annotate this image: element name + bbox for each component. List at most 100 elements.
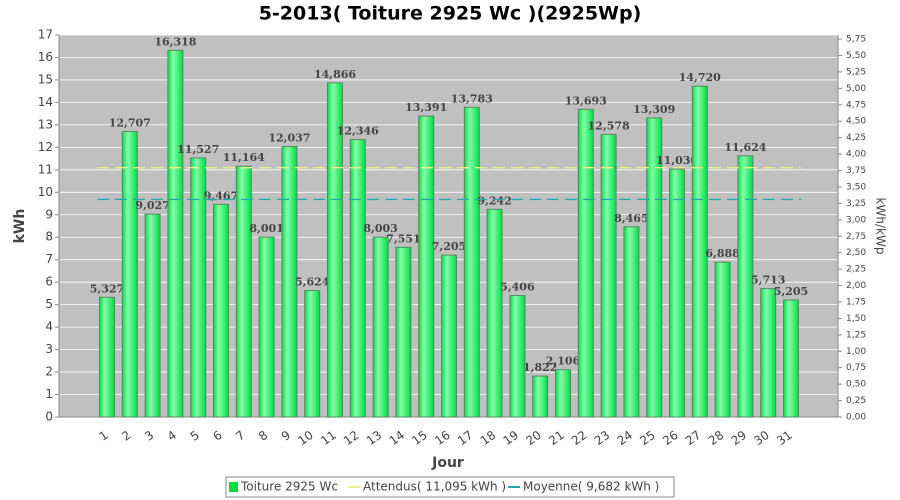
bar [441,254,457,418]
x-tick-label: 8 [256,428,270,444]
value-label: 7,205 [432,240,466,253]
y2-tick-label: 5,25 [846,67,866,77]
bar [281,146,298,418]
y2-tick-label: 5,75 [846,35,866,45]
bar [190,157,207,418]
y2-tick-label: 4,50 [846,117,866,127]
bar [327,82,343,418]
value-label: 13,783 [451,92,493,105]
y-tick-label: 11 [38,162,53,176]
value-label: 16,318 [154,35,196,48]
bar [555,369,571,418]
y-tick-label: 1 [45,387,53,401]
value-label: 5,406 [500,281,535,294]
y2-tick-label: 4,25 [846,133,866,143]
x-tick-label: 19 [501,428,522,448]
value-label: 12,578 [588,119,630,132]
value-label: 1,822 [523,361,557,374]
y-tick-label: 10 [38,185,53,199]
y2-axis-label: kWh/kWp [874,198,888,255]
x-tick-label: 15 [409,428,430,448]
x-tick-label: 5 [188,428,202,444]
y-tick-label: 12 [38,140,53,154]
bar [760,288,777,418]
legend-label: Attendus( 11,095 kWh ) [363,480,506,494]
value-label: 9,467 [204,189,238,202]
value-label: 8,001 [249,222,283,235]
value-label: 5,624 [295,276,330,289]
x-tick-label: 17 [455,428,476,448]
value-label: 2,106 [546,355,581,368]
x-tick-label: 7 [233,428,247,444]
y2-tick-label: 4,75 [846,100,866,110]
value-label: 9,242 [477,194,511,207]
x-tick-label: 30 [751,428,772,448]
x-tick-label: 6 [210,428,224,444]
value-label: 8,465 [614,212,648,225]
x-tick-label: 22 [569,428,590,448]
x-tick-label: 26 [660,428,681,448]
x-tick-label: 13 [364,428,385,448]
x-tick-label: 16 [432,428,453,448]
y2-tick-label: 2,00 [846,281,866,291]
y-tick-label: 3 [45,342,53,356]
value-label: 5,205 [774,285,808,298]
value-label: 13,693 [565,94,607,107]
bar [486,208,503,418]
value-label: 5,713 [751,274,785,287]
bar [577,108,594,418]
y2-tick-label: 2,75 [846,232,866,242]
y2-tick-label: 5,00 [846,84,866,94]
chart-title: 5-2013( Toiture 2925 Wc )(2925Wp) [259,3,642,25]
value-label: 14,866 [314,68,356,81]
x-tick-label: 1 [96,428,110,444]
x-tick-label: 2 [119,428,133,444]
x-tick-label: 23 [592,428,613,448]
value-label: 13,309 [633,103,675,116]
y-tick-label: 9 [45,207,53,221]
bar [258,236,275,418]
bar [304,290,321,418]
value-label: 12,346 [337,125,379,138]
y2-tick-label: 3,25 [846,199,866,209]
bar [167,49,184,418]
y2-tick-label: 5,50 [846,51,866,61]
value-label: 14,720 [679,71,721,84]
legend-swatch [229,482,238,492]
y2-tick-label: 2,50 [846,248,866,258]
x-tick-label: 4 [165,428,179,444]
value-label: 7,551 [386,232,420,245]
x-tick-label: 27 [683,428,704,448]
y-tick-label: 15 [38,72,53,86]
value-label: 5,327 [90,282,124,295]
legend [225,476,675,498]
x-tick-label: 3 [142,428,156,444]
bar [144,213,161,418]
value-label: 6,888 [705,247,740,260]
y2-tick-label: 1,00 [846,347,866,357]
y2-tick-label: 0,25 [846,396,866,406]
y2-tick-label: 1,25 [846,330,866,340]
bar [372,236,389,418]
y2-tick-label: 0,50 [846,380,866,390]
bar [737,155,754,418]
y-tick-label: 8 [45,230,53,244]
x-tick-label: 24 [615,428,636,448]
x-tick-label: 9 [279,428,293,444]
value-label: 9,027 [135,199,169,212]
value-label: 11,624 [724,141,766,154]
x-tick-label: 25 [637,428,658,448]
bar [418,115,435,418]
y-tick-label: 16 [38,50,53,64]
x-tick-label: 31 [774,428,795,448]
value-label: 12,707 [109,116,151,129]
y2-tick-label: 0,00 [846,413,866,423]
y-tick-label: 17 [38,28,53,42]
x-tick-label: 11 [318,428,339,448]
x-axis-label: Jour [431,455,464,471]
legend-label: Toiture 2925 Wc [240,480,338,494]
x-tick-label: 10 [295,428,316,448]
y2-tick-label: 3,00 [846,215,866,225]
y-tick-label: 2 [45,365,53,379]
